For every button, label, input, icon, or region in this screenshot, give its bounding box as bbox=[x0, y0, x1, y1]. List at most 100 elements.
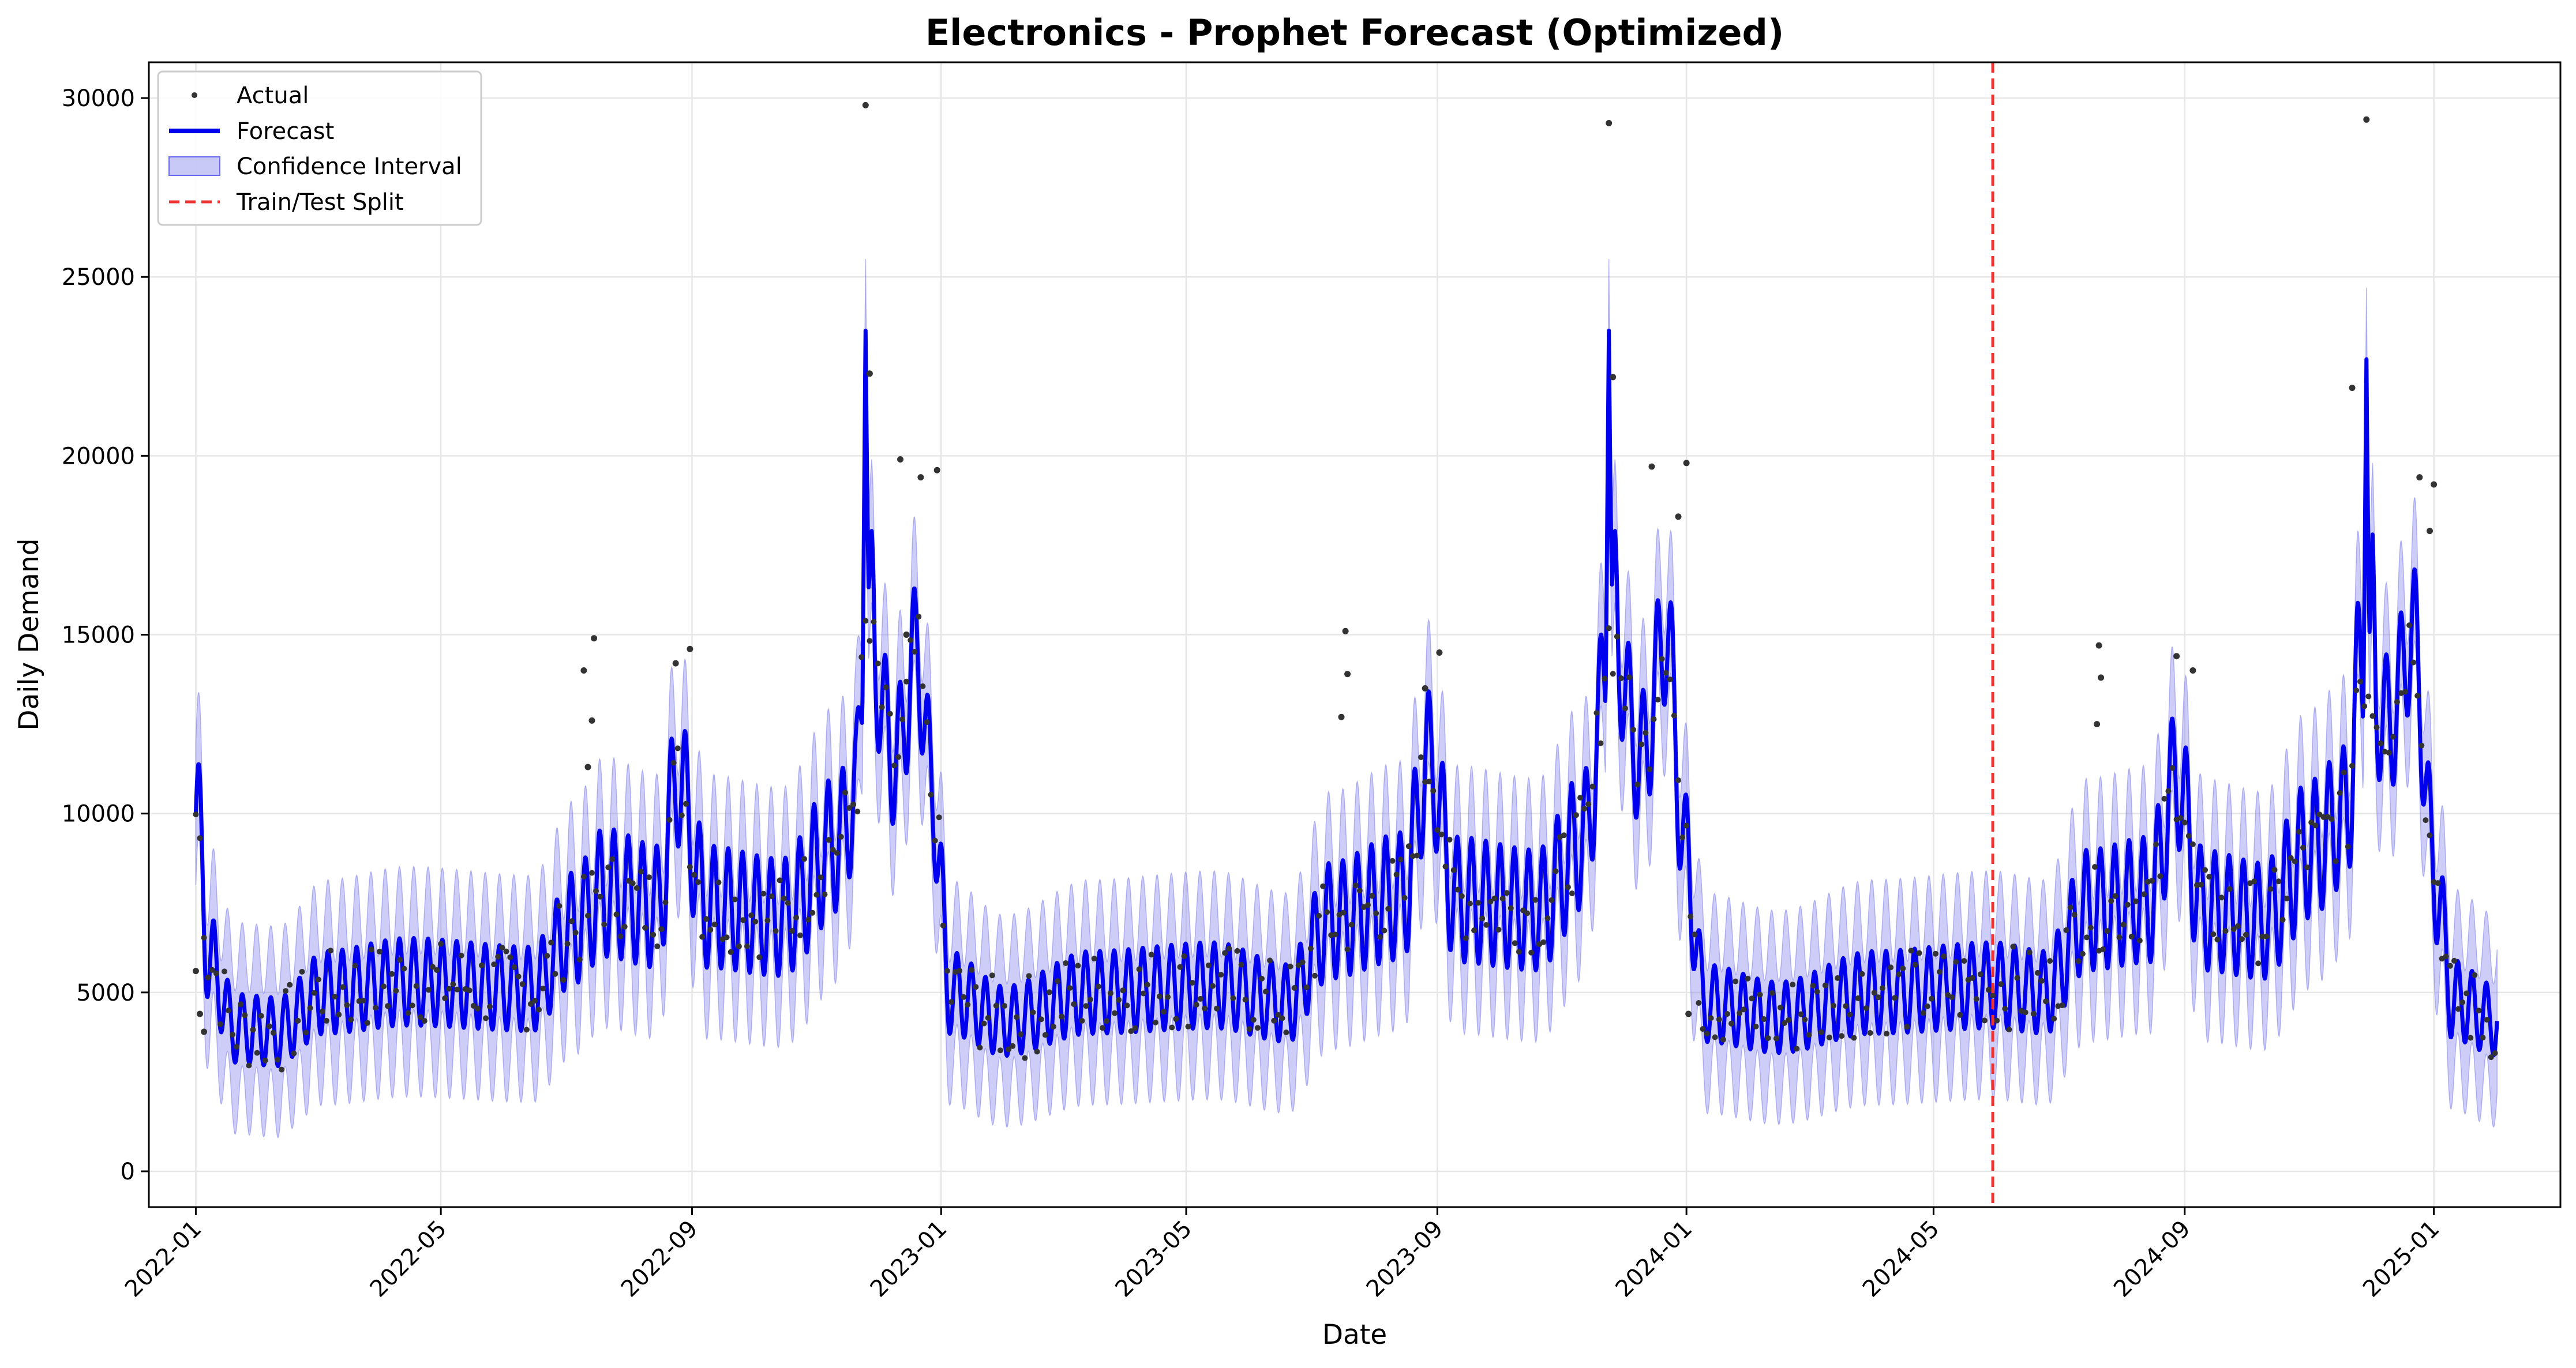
legend-forecast-label: Forecast bbox=[237, 118, 334, 145]
actual-point bbox=[1831, 1002, 1836, 1009]
actual-point bbox=[2292, 858, 2298, 865]
actual-point bbox=[588, 717, 595, 724]
actual-point bbox=[2349, 385, 2356, 391]
actual-point bbox=[2210, 931, 2217, 937]
actual-point bbox=[1540, 939, 1547, 945]
actual-point bbox=[1769, 990, 1775, 996]
actual-point bbox=[1120, 987, 1126, 994]
actual-point bbox=[2181, 820, 2188, 826]
actual-point bbox=[981, 1020, 987, 1027]
actual-point bbox=[434, 967, 440, 973]
actual-point bbox=[340, 984, 346, 990]
actual-point bbox=[1010, 1043, 1016, 1049]
actual-point bbox=[2251, 878, 2258, 885]
actual-point bbox=[940, 922, 946, 929]
actual-point bbox=[1879, 985, 1885, 991]
actual-point bbox=[2034, 969, 2041, 976]
actual-point bbox=[1949, 994, 1955, 1001]
actual-point bbox=[544, 953, 550, 959]
actual-point bbox=[1275, 1012, 1281, 1018]
actual-point bbox=[2451, 957, 2457, 964]
actual-point bbox=[1671, 712, 1677, 719]
actual-point bbox=[1589, 783, 1596, 790]
actual-point bbox=[2112, 893, 2118, 899]
actual-point bbox=[2459, 999, 2466, 1005]
actual-point bbox=[1479, 915, 1486, 922]
actual-point bbox=[1904, 1024, 1910, 1030]
actual-point bbox=[499, 945, 505, 950]
actual-point bbox=[1083, 1003, 1089, 1009]
actual-point bbox=[1778, 1005, 1783, 1010]
actual-point bbox=[1806, 1032, 1812, 1038]
actual-point bbox=[2173, 653, 2180, 660]
actual-point bbox=[1483, 922, 1490, 928]
actual-point bbox=[258, 1013, 264, 1019]
actual-point bbox=[1728, 1020, 1734, 1027]
actual-point bbox=[879, 704, 885, 711]
actual-point bbox=[1814, 989, 1820, 995]
actual-point bbox=[1205, 962, 1212, 968]
actual-point bbox=[854, 809, 861, 815]
actual-point bbox=[1618, 675, 1624, 681]
forecast-layer bbox=[193, 328, 2499, 1069]
actual-point bbox=[397, 957, 403, 963]
actual-point bbox=[495, 953, 501, 960]
actual-point bbox=[483, 1015, 489, 1021]
actual-point bbox=[1822, 982, 1828, 989]
actual-point bbox=[450, 981, 456, 987]
actual-point bbox=[2431, 481, 2438, 488]
actual-point bbox=[2226, 886, 2233, 892]
actual-point bbox=[1683, 822, 1690, 829]
actual-point bbox=[1389, 858, 1396, 864]
actual-point bbox=[1994, 1017, 2000, 1024]
actual-point bbox=[672, 660, 679, 667]
actual-point bbox=[1826, 1034, 1832, 1040]
actual-point bbox=[213, 970, 219, 976]
actual-point bbox=[777, 877, 783, 884]
actual-point bbox=[230, 1031, 236, 1038]
actual-point bbox=[1912, 961, 1918, 968]
actual-point bbox=[1038, 1016, 1044, 1023]
actual-point bbox=[928, 791, 934, 798]
actual-point bbox=[1434, 827, 1441, 833]
actual-point bbox=[897, 456, 903, 463]
actual-point bbox=[1499, 896, 1506, 901]
actual-point bbox=[768, 893, 775, 900]
actual-point bbox=[222, 968, 227, 975]
actual-point bbox=[2271, 867, 2278, 873]
actual-point bbox=[2071, 912, 2078, 918]
actual-point bbox=[1761, 1016, 1767, 1022]
actual-point bbox=[1075, 963, 1081, 969]
actual-point bbox=[2288, 855, 2294, 861]
actual-point bbox=[287, 982, 293, 988]
actual-point bbox=[801, 856, 808, 862]
actual-point bbox=[711, 921, 718, 927]
actual-point bbox=[1553, 868, 1559, 874]
actual-point bbox=[1238, 961, 1244, 968]
actual-point bbox=[1201, 1005, 1208, 1012]
actual-point bbox=[1937, 969, 1943, 975]
actual-point bbox=[1283, 1029, 1289, 1036]
actual-point bbox=[695, 879, 702, 885]
actual-point bbox=[474, 1005, 481, 1012]
y-tick-label: 30000 bbox=[62, 85, 135, 112]
actual-point bbox=[740, 917, 746, 923]
actual-point bbox=[1161, 1009, 1167, 1015]
actual-point bbox=[654, 943, 661, 949]
actual-point bbox=[1144, 982, 1150, 988]
actual-point bbox=[1087, 997, 1093, 1003]
actual-point bbox=[1446, 836, 1453, 843]
actual-point bbox=[1234, 948, 1240, 954]
actual-point bbox=[591, 635, 598, 642]
actual-point bbox=[1765, 1035, 1771, 1041]
actual-point bbox=[1214, 1005, 1220, 1012]
actual-point bbox=[1108, 990, 1113, 997]
actual-point bbox=[2427, 832, 2433, 839]
actual-point bbox=[580, 667, 587, 674]
actual-point bbox=[1630, 727, 1637, 733]
actual-point bbox=[1471, 927, 1478, 934]
actual-point bbox=[2243, 931, 2249, 938]
actual-point bbox=[1279, 1015, 1285, 1021]
actual-point bbox=[707, 927, 714, 933]
actual-point bbox=[332, 994, 338, 1000]
